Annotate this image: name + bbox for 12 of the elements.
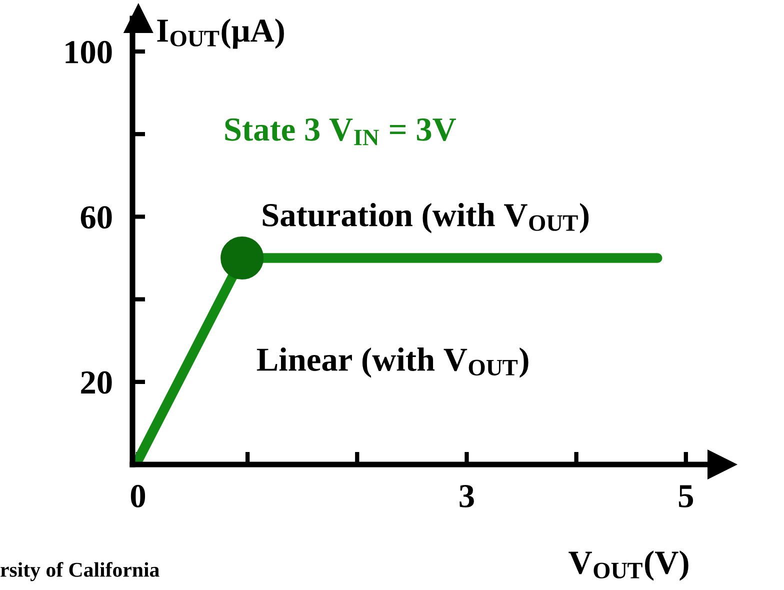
y-tick-label: 100 <box>66 40 112 64</box>
x-tick-label: 0 <box>130 484 146 508</box>
annotation: Saturation (with V$_{OUT}$) <box>262 202 589 234</box>
text: rsity of California <box>0 562 160 582</box>
annotation: State 3 V$_{IN}$ = 3V <box>225 118 456 146</box>
x-axis-title: V$_{OUT}$(V) <box>568 550 688 581</box>
y-axis-title: I$_{OUT}$(μA) <box>157 18 284 49</box>
x-tick-label: 3 <box>460 485 474 508</box>
annotation: Linear (with V$_{OUT}$) <box>256 348 528 378</box>
y-tick-label: 60 <box>80 206 112 229</box>
x-tick-label: 5 <box>678 485 694 508</box>
y-tick-label: 20 <box>81 371 112 394</box>
